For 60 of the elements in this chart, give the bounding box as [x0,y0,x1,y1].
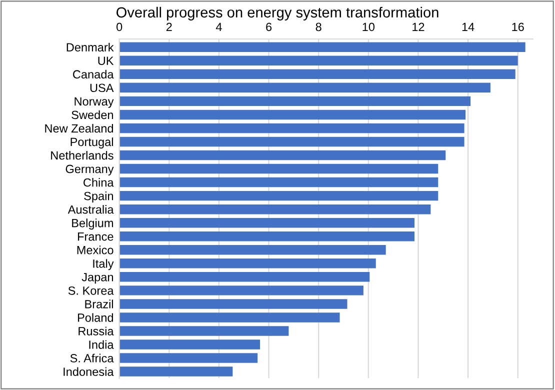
bar [119,69,516,80]
bar [119,82,490,93]
y-tick-label: France [78,232,114,241]
bar [119,177,438,188]
bar [119,110,466,120]
bar [119,258,376,268]
bar [119,96,471,106]
x-tick-label: 6 [266,22,272,32]
y-tick-label: Belgium [72,218,113,230]
y-tick-label: S. Korea [68,286,114,295]
y-tick-label: Mexico [77,246,114,254]
bar [119,136,464,147]
y-tick-label: USA [90,84,114,92]
bar [119,326,289,336]
x-tick-label: 2 [166,22,172,31]
bar [119,218,414,228]
y-tick-label: Portugal [70,137,113,148]
y-tick-label: Brazil [85,300,113,308]
y-tick-label: Denmark [66,42,114,52]
y-tick-label: Russia [78,326,114,336]
bar [119,286,364,296]
bar [119,231,414,242]
y-tick-label: Canada [73,70,114,79]
bar [119,190,438,201]
bar [119,312,340,322]
bar [119,150,446,160]
bar [119,353,258,363]
y-tick-label: UK [98,56,114,66]
y-tick-label: Norway [74,97,114,108]
x-tick-label: 12 [412,22,424,31]
bar [119,123,464,134]
bar [119,42,526,52]
y-tick-label: India [89,340,114,349]
y-tick-label: Poland [78,313,114,322]
x-tick-label: 16 [512,22,524,32]
y-tick-label: Indonesia [64,367,114,376]
y-tick-label: Spain [84,192,114,203]
y-tick-label: Italy [93,259,114,270]
y-tick-label: Netherlands [51,150,114,160]
y-tick-label: Australia [68,205,114,214]
x-tick-label: 8 [316,22,322,32]
y-tick-label: Japan [82,273,114,284]
bar [119,56,518,66]
bar [119,340,260,350]
bar [119,366,233,376]
bar [119,245,386,255]
bar [119,204,431,214]
bar [119,164,438,174]
y-tick-label: China [84,178,114,187]
y-tick-label: Germany [66,164,114,176]
x-tick-label: 14 [462,22,474,31]
y-tick-label: New Zealand [45,124,114,133]
bar [119,272,370,282]
chart-title: Overall progress on energy system transformation [116,6,438,20]
x-tick-label: 4 [216,22,222,31]
y-tick-label: Sweden [72,110,114,120]
x-tick-label: 10 [362,22,375,32]
x-tick-label: 0 [116,22,122,32]
bar [119,299,348,309]
y-tick-label: S. Africa [70,354,114,362]
